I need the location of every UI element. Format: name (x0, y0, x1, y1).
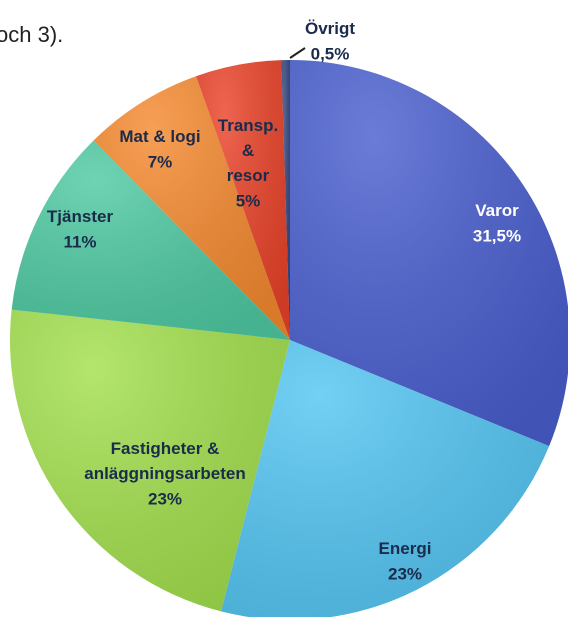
slice-label: Energi (379, 539, 432, 558)
labels: Varor 31,5% Energi 23% Fastigheter & anläggni… (47, 19, 521, 583)
slice-label: Fastigheter & anläggningsarbeten (84, 439, 246, 483)
slice-label: Mat & logi (119, 127, 200, 146)
value-label: 5% (236, 191, 261, 210)
slice-label: Tjänster (47, 207, 114, 226)
value-label: 23% (148, 489, 182, 508)
slice-shade (93, 76, 290, 340)
slice-label: Övrigt (305, 19, 355, 38)
slice-shade (196, 60, 290, 341)
slice-shade (281, 60, 290, 340)
slice-shade (9, 309, 290, 612)
value-label: 11% (63, 232, 96, 251)
slice-shade (221, 340, 550, 617)
caption: och 3). (0, 22, 63, 47)
slice-label: Transp. & resor (218, 116, 278, 185)
slices (9, 60, 568, 617)
slice-label: Varor (475, 201, 519, 220)
value-label: 23% (388, 564, 422, 583)
leader-line (289, 47, 306, 59)
value-label: 7% (148, 152, 173, 171)
value-label: 0,5% (311, 44, 350, 63)
slice-shade (11, 140, 290, 340)
value-label: 31,5% (473, 226, 521, 245)
slice-shade (290, 60, 568, 447)
